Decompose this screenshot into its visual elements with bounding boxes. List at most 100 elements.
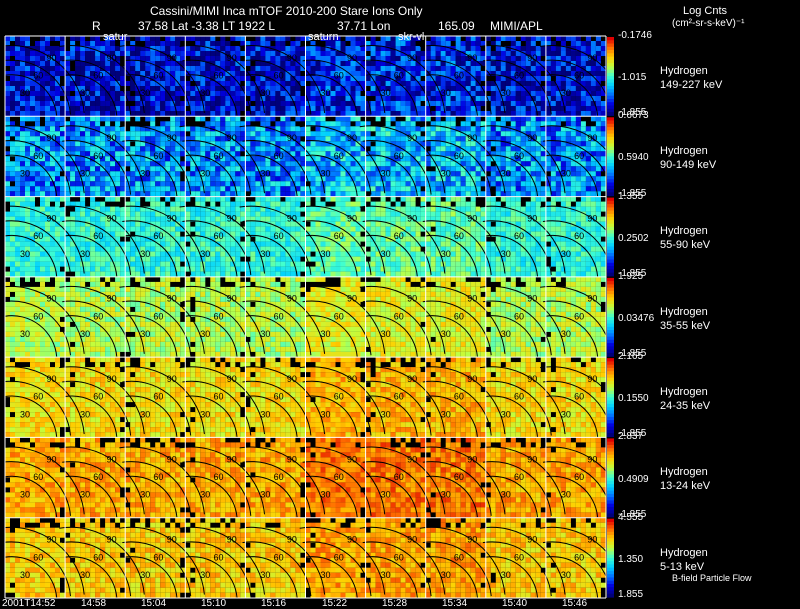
heatmap-cell — [200, 266, 206, 272]
heatmap-cell — [570, 156, 576, 162]
heatmap-cell — [515, 181, 521, 187]
heatmap-cell — [275, 156, 281, 162]
heatmap-cell — [180, 216, 186, 222]
heatmap-cell — [30, 81, 35, 86]
heatmap-cell — [420, 126, 426, 132]
heatmap-cell — [575, 146, 581, 152]
heatmap-cell — [40, 156, 45, 162]
heatmap-cell — [455, 191, 461, 197]
heatmap-cell — [10, 211, 15, 217]
heatmap-cell — [310, 136, 316, 142]
heatmap-cell — [435, 41, 441, 46]
heatmap-cell — [595, 91, 601, 96]
heatmap-cell — [75, 266, 81, 272]
heatmap-cell — [190, 186, 196, 192]
heatmap-cell — [250, 106, 256, 111]
heatmap-cell — [130, 271, 136, 277]
heatmap-cell — [550, 116, 556, 122]
heatmap-cell — [115, 91, 121, 96]
heatmap-cell — [480, 151, 486, 157]
heatmap-cell — [250, 91, 256, 96]
heatmap-cell — [450, 161, 456, 167]
heatmap-cell — [315, 256, 321, 262]
heatmap-cell — [190, 206, 196, 212]
heatmap-cell — [520, 71, 526, 76]
heatmap-cell — [520, 156, 526, 162]
heatmap-cell — [335, 211, 341, 217]
heatmap-cell — [415, 141, 421, 147]
heatmap-cell — [480, 71, 486, 76]
heatmap-cell — [45, 176, 50, 182]
heatmap-cell — [305, 131, 311, 137]
heatmap-cell — [70, 136, 76, 142]
heatmap-cell — [180, 266, 186, 272]
heatmap-cell — [435, 226, 441, 232]
heatmap-cell — [320, 171, 326, 177]
heatmap-cell — [285, 261, 291, 267]
heatmap-cell — [75, 206, 81, 212]
heatmap-cell — [155, 106, 161, 111]
heatmap-cell — [145, 51, 151, 56]
heatmap-cell — [400, 196, 406, 202]
heatmap-cell — [460, 211, 466, 217]
heatmap-cell — [20, 256, 25, 262]
heatmap-cell — [125, 131, 131, 137]
heatmap-cell — [175, 121, 181, 127]
heatmap-cell — [265, 36, 271, 41]
heatmap-cell — [455, 76, 461, 81]
heatmap-cell — [335, 231, 341, 237]
heatmap-cell — [260, 151, 266, 157]
heatmap-cell — [90, 176, 96, 182]
heatmap-cell — [195, 146, 201, 152]
heatmap-cell — [345, 76, 351, 81]
heatmap-cell — [115, 146, 121, 152]
heatmap-cell — [500, 141, 506, 147]
heatmap-cell — [445, 221, 451, 227]
heatmap-cell — [430, 151, 436, 157]
heatmap-cell — [270, 36, 276, 41]
heatmap-cell — [340, 76, 346, 81]
heatmap-cell — [525, 51, 531, 56]
heatmap-cell — [215, 246, 221, 252]
heatmap-cell — [90, 91, 96, 96]
heatmap-cell — [275, 76, 281, 81]
heatmap-cell — [400, 261, 406, 267]
heatmap-cell — [115, 76, 121, 81]
heatmap-cell — [245, 171, 251, 177]
heatmap-cell — [520, 151, 526, 157]
heatmap-cell — [295, 236, 301, 242]
heatmap-cell — [105, 121, 111, 127]
heatmap-cell — [25, 171, 30, 177]
heatmap-cell — [220, 86, 226, 91]
heatmap-cell — [35, 156, 40, 162]
heatmap-cell — [265, 236, 271, 242]
heatmap-cell — [225, 231, 231, 237]
heatmap-cell — [325, 181, 331, 187]
heatmap-cell — [225, 156, 231, 162]
heatmap-cell — [210, 161, 216, 167]
heatmap-cell — [225, 246, 231, 252]
heatmap-cell — [230, 201, 236, 207]
heatmap-cell — [325, 166, 331, 172]
heatmap-cell — [20, 161, 25, 167]
heatmap-cell — [535, 156, 541, 162]
heatmap-cell — [355, 96, 361, 101]
heatmap-cell — [280, 136, 286, 142]
heatmap-cell — [400, 56, 406, 61]
heatmap-cell — [300, 236, 306, 242]
heatmap-cell — [590, 71, 596, 76]
heatmap-cell — [545, 166, 551, 172]
heatmap-cell — [75, 216, 81, 222]
heatmap-cell — [400, 231, 406, 237]
heatmap-cell — [340, 251, 346, 257]
heatmap-cell — [590, 166, 596, 172]
heatmap-cell — [60, 121, 65, 127]
heatmap-cell — [380, 146, 386, 152]
heatmap-cell — [65, 141, 71, 147]
heatmap-cell — [325, 36, 331, 41]
heatmap-cell — [470, 76, 476, 81]
heatmap-cell — [240, 41, 246, 46]
heatmap-cell — [185, 226, 191, 232]
heatmap-cell — [310, 146, 316, 152]
heatmap-cell — [210, 86, 216, 91]
